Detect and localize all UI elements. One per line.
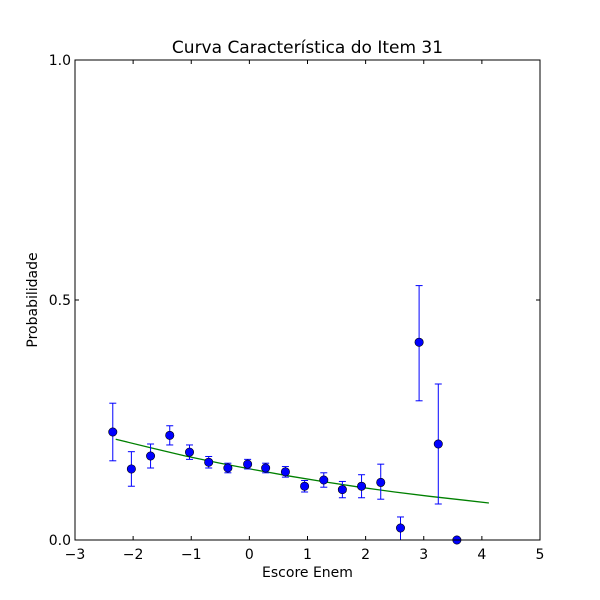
x-axis-title: Escore Enem (262, 565, 353, 581)
x-tick-label: 1 (303, 547, 312, 563)
data-point (126, 464, 136, 474)
data-point (280, 467, 290, 477)
x-tick-label: 2 (361, 547, 370, 563)
data-point (300, 481, 310, 491)
x-tick-label: −2 (123, 547, 144, 563)
data-point (146, 451, 156, 461)
data-point (433, 439, 443, 449)
y-tick-label: 0.0 (49, 533, 71, 549)
ticks-layer: −3 −2 −1 0 1 2 3 4 5 0.0 0.5 1.0 (49, 53, 545, 563)
plot-frame (74, 59, 541, 541)
x-tick-label: 3 (419, 547, 428, 563)
data-point (357, 481, 367, 491)
data-point (395, 523, 405, 533)
fitted-curve (115, 438, 489, 504)
y-tick-label: 0.5 (49, 293, 71, 309)
data-point (337, 485, 347, 495)
x-tick-label: −1 (181, 547, 202, 563)
x-tick-label: −3 (65, 547, 86, 563)
data-point (165, 430, 175, 440)
data-point (108, 427, 118, 437)
data-point (204, 457, 214, 467)
data-point (243, 459, 253, 469)
x-tick-label: 5 (536, 547, 545, 563)
data-point (414, 337, 424, 347)
data-point (223, 463, 233, 473)
plot-layer (108, 285, 489, 545)
chart-title: Curva Característica do Item 31 (172, 38, 443, 58)
y-axis-title: Probabilidade (25, 252, 41, 347)
x-tick-label: 0 (245, 547, 254, 563)
data-group (108, 285, 489, 545)
y-tick-label: 1.0 (49, 53, 71, 69)
data-point (376, 477, 386, 487)
data-point (319, 475, 329, 485)
x-tick-label: 4 (477, 547, 486, 563)
data-point (185, 447, 195, 457)
data-point (261, 463, 271, 473)
